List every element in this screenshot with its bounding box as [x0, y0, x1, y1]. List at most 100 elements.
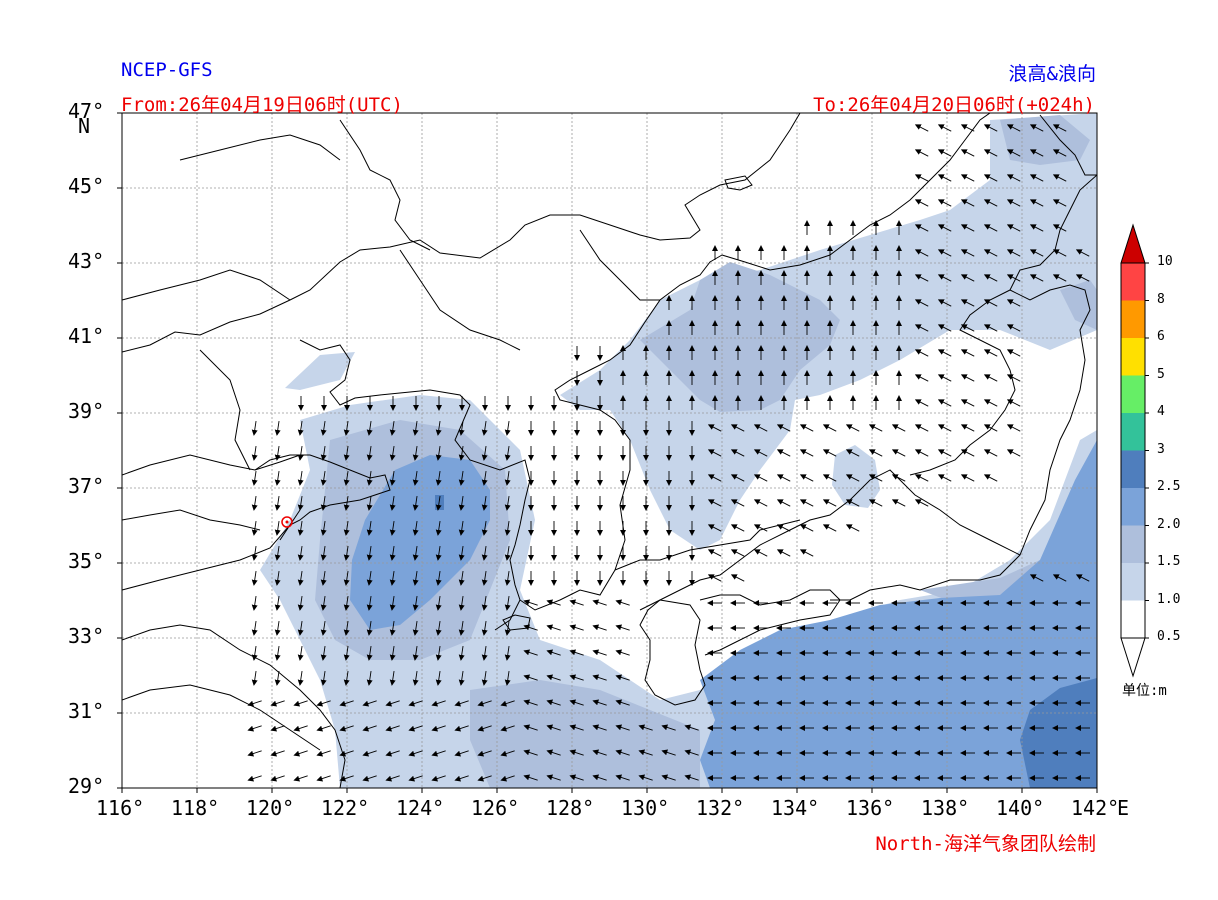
wave-arrow [251, 421, 258, 436]
wave-arrow [270, 700, 285, 707]
wave-arrow [293, 700, 308, 707]
wave-arrow [251, 671, 258, 686]
wave-arrow [1006, 124, 1021, 132]
wave-arrow [366, 446, 373, 461]
wave-arrow [481, 571, 488, 586]
lat-label: 33° [68, 624, 105, 648]
wave-arrow [1006, 274, 1021, 282]
wave-arrow [937, 199, 952, 207]
wave-arrow [1075, 274, 1090, 282]
wave-arrow [845, 499, 860, 507]
wave-arrow [389, 671, 396, 686]
lat-label: 35° [68, 549, 105, 573]
wave-arrow [891, 474, 906, 482]
wave-arrow [1029, 249, 1044, 257]
wave-arrow [707, 574, 722, 582]
wave-arrow [297, 421, 304, 436]
wave-arrow [960, 349, 975, 357]
lon-label: 118° [171, 796, 220, 820]
wave-arrow [569, 749, 584, 756]
wave-arrow [546, 699, 561, 706]
wave-arrow [366, 571, 373, 586]
wave-arrow [1029, 274, 1044, 282]
wave-arrow [753, 524, 768, 532]
wave-arrow [937, 274, 952, 282]
wave-arrow [569, 674, 584, 681]
wave-arrow [458, 671, 465, 686]
wave-arrow [569, 774, 584, 781]
wave-arrow [339, 725, 354, 732]
wave-arrow [546, 749, 561, 756]
wave-arrow [435, 571, 442, 586]
wave-arrow [914, 424, 929, 432]
wave-arrow [1006, 299, 1021, 307]
colorbar-segment [1121, 488, 1145, 526]
wave-arrow [937, 299, 952, 307]
wave-arrow [914, 449, 929, 457]
wave-arrow [293, 725, 308, 732]
wave-arrow [960, 324, 975, 332]
wave-arrow [569, 724, 584, 731]
wave-arrow [251, 471, 258, 486]
wave-arrow [914, 199, 929, 207]
wave-arrow [339, 775, 354, 782]
wave-arrow [270, 750, 285, 757]
wave-arrow [297, 546, 304, 561]
wave-arrow [523, 599, 538, 606]
lon-label: 134° [771, 796, 820, 820]
wave-arrow [412, 571, 419, 586]
wave-arrow [477, 700, 492, 707]
wave-arrow [960, 299, 975, 307]
wave-arrow [960, 149, 975, 157]
wave-arrow [891, 499, 906, 507]
wave-arrow [937, 224, 952, 232]
wave-arrow [274, 571, 281, 586]
wave-arrow [914, 274, 929, 282]
wave-arrow [1029, 124, 1044, 132]
lon-unit: E [1117, 796, 1130, 820]
wave-arrow [481, 446, 488, 461]
wave-arrow [753, 424, 768, 432]
wave-arrow [320, 446, 327, 461]
wave-arrow [1052, 574, 1067, 582]
wave-arrow [615, 599, 630, 606]
wave-arrow [389, 446, 396, 461]
wave-arrow [504, 671, 511, 686]
wave-arrow [454, 700, 469, 707]
colorbar-max-extend [1120, 223, 1146, 264]
wave-arrow [458, 496, 465, 511]
wave-arrow [251, 571, 258, 586]
wave-arrow [891, 449, 906, 457]
wave-arrow [937, 249, 952, 257]
wave-arrow [592, 624, 607, 631]
wave-arrow [297, 446, 304, 461]
wave-arrow [523, 774, 538, 781]
colorbar-segment [1121, 525, 1145, 563]
graticule [122, 113, 1097, 788]
wave-arrow [297, 596, 304, 611]
wave-arrow [504, 446, 511, 461]
wave-arrow [937, 449, 952, 457]
wave-arrow [320, 471, 327, 486]
wave-arrow [435, 646, 442, 661]
wave-arrow [247, 725, 262, 732]
wave-arrow [592, 724, 607, 731]
wave-arrow [707, 549, 722, 557]
colorbar-level-label: 2.5 [1157, 479, 1181, 494]
wave-arrow [343, 496, 350, 511]
wave-arrow [1052, 149, 1067, 157]
colorbar-level-label: 2.0 [1157, 516, 1181, 532]
lat-label: 45° [68, 174, 105, 198]
wave-arrow [412, 521, 419, 536]
wave-arrow [638, 724, 653, 731]
wave-arrow [343, 446, 350, 461]
wave-arrow [1052, 174, 1067, 182]
wave-arrow [822, 524, 837, 532]
wave-arrow [274, 521, 281, 536]
wave-arrow [845, 524, 860, 532]
wave-arrow [458, 471, 465, 486]
wave-arrow [868, 499, 883, 507]
wave-arrow [523, 674, 538, 681]
valid-to: To:26年04月20日06时(+024h) [813, 94, 1095, 116]
lon-label: 142° [1071, 796, 1120, 820]
